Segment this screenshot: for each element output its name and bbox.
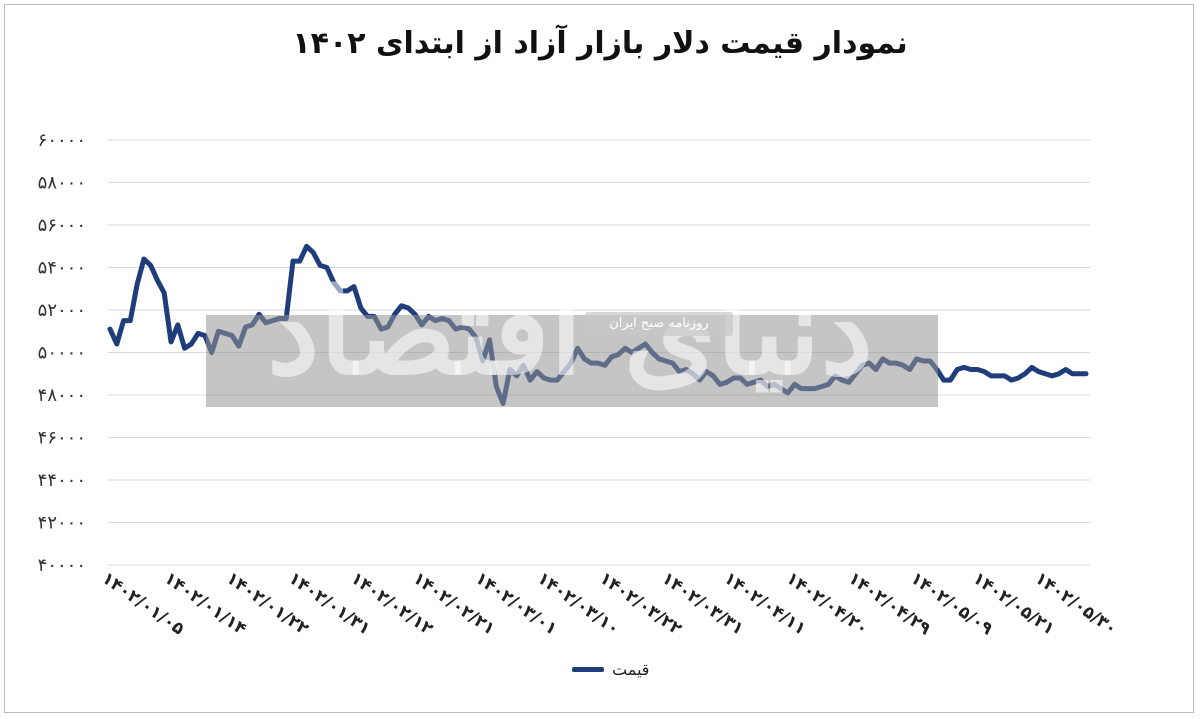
- y-tick-label: ۴۸۰۰۰: [38, 385, 86, 406]
- y-tick-label: ۵۶۰۰۰: [38, 215, 86, 236]
- chart-title: نمودار قیمت دلار بازار آزاد از ابتدای ۱۴…: [292, 26, 908, 61]
- y-tick-label: ۶۰۰۰۰: [38, 130, 86, 151]
- y-tick-label: ۵۸۰۰۰: [38, 173, 86, 194]
- y-tick-label: ۵۴۰۰۰: [38, 258, 86, 279]
- y-tick-label: ۴۶۰۰۰: [38, 428, 86, 449]
- y-tick-label: ۴۰۰۰۰: [38, 555, 86, 576]
- y-tick-label: ۴۴۰۰۰: [38, 470, 86, 491]
- watermark-band: [206, 315, 938, 407]
- legend: قیمت: [572, 660, 649, 679]
- legend-label: قیمت: [612, 660, 650, 679]
- watermark-logo: دنیای اقتصاد: [266, 262, 877, 401]
- y-tick-label: ۵۲۰۰۰: [38, 300, 86, 321]
- watermark-badge: روزنامه صبح ایران: [585, 312, 733, 336]
- legend-swatch: [572, 667, 604, 672]
- y-tick-label: ۵۰۰۰۰: [38, 343, 86, 364]
- y-tick-label: ۴۲۰۰۰: [38, 513, 86, 534]
